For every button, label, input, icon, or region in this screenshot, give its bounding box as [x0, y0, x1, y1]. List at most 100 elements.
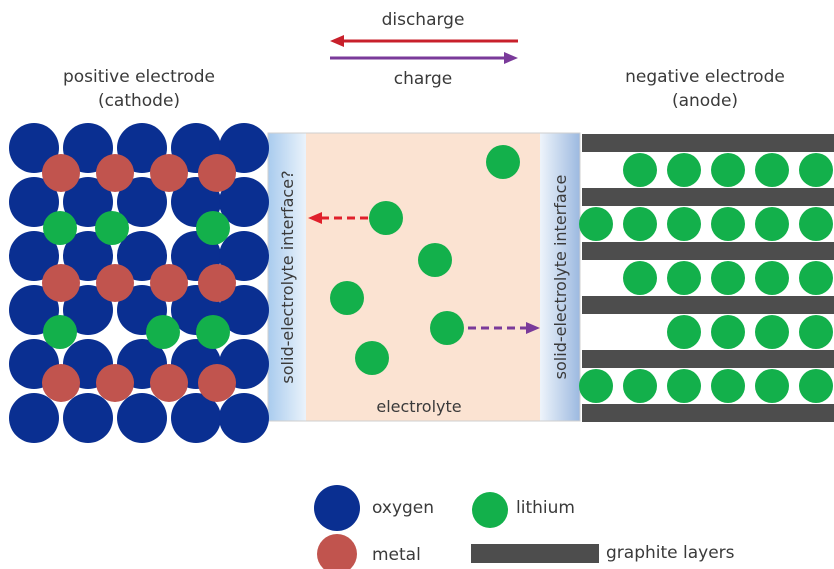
anode-title-line2: (anode) [671, 91, 739, 111]
electrolyte-lithium [355, 341, 389, 375]
metal-atom [150, 364, 188, 402]
legend-oxygen-label: oxygen [372, 498, 435, 518]
metal-atom [42, 364, 80, 402]
oxygen-atom [63, 393, 113, 443]
metal-atom [96, 264, 134, 302]
charge-migration-arrowhead [526, 322, 540, 334]
intercalated-lithium [799, 261, 833, 295]
intercalated-lithium [711, 315, 745, 349]
oxygen-atom [9, 393, 59, 443]
legend-oxygen-swatch [314, 485, 360, 531]
metal-atom [150, 264, 188, 302]
metal-atom [42, 264, 80, 302]
legend-metal-label: metal [372, 545, 421, 565]
intercalated-lithium [799, 153, 833, 187]
oxygen-atom [63, 123, 113, 173]
intercalated-lithium [579, 369, 613, 403]
electrolyte-label: electrolyte [376, 397, 462, 416]
intercalated-lithium [711, 369, 745, 403]
electrolyte-lithium [486, 145, 520, 179]
oxygen-atom [219, 285, 269, 335]
intercalated-lithium [711, 153, 745, 187]
graphite-layer [582, 404, 834, 422]
lithium-atom [196, 315, 230, 349]
intercalated-lithium [623, 261, 657, 295]
intercalated-lithium [755, 153, 789, 187]
metal-atom [198, 154, 236, 192]
intercalated-lithium [711, 261, 745, 295]
metal-atom [150, 154, 188, 192]
lithium-atom [146, 315, 180, 349]
cathode-title-line1: positive electrode [62, 67, 216, 87]
intercalated-lithium [623, 153, 657, 187]
intercalated-lithium [799, 369, 833, 403]
intercalated-lithium [623, 369, 657, 403]
graphite-layer [582, 134, 834, 152]
metal-atom [42, 154, 80, 192]
intercalated-lithium [667, 207, 701, 241]
electrolyte-lithium [369, 201, 403, 235]
intercalated-lithium [667, 153, 701, 187]
oxygen-atom [117, 393, 167, 443]
intercalated-lithium [799, 315, 833, 349]
graphite-layer [582, 242, 834, 260]
oxygen-atom [117, 231, 167, 281]
discharge-arrowhead [330, 35, 344, 47]
electrolyte-lithium [330, 281, 364, 315]
right-interface-label: solid-electrolyte interface [551, 174, 570, 380]
electrolyte-lithium [418, 243, 452, 277]
graphite-layer [582, 296, 834, 314]
metal-atom [96, 364, 134, 402]
intercalated-lithium [755, 315, 789, 349]
oxygen-atom [63, 231, 113, 281]
oxygen-atom [117, 123, 167, 173]
oxygen-atom [219, 123, 269, 173]
metal-atom [96, 154, 134, 192]
charge-label: charge [393, 69, 453, 89]
anode-structure [579, 134, 834, 422]
oxygen-atom [117, 177, 167, 227]
graphite-layer [582, 350, 834, 368]
cathode-lattice [9, 123, 269, 443]
electrolyte-lithium [430, 311, 464, 345]
intercalated-lithium [667, 315, 701, 349]
intercalated-lithium [623, 207, 657, 241]
discharge-label: discharge [381, 10, 465, 30]
discharge-migration-arrowhead [308, 212, 322, 224]
right-interface [540, 133, 580, 421]
metal-atom [198, 264, 236, 302]
oxygen-atom [171, 393, 221, 443]
oxygen-atom [9, 177, 59, 227]
oxygen-atom [9, 231, 59, 281]
legend-lithium-swatch [472, 492, 508, 528]
oxygen-atom [9, 123, 59, 173]
left-interface [268, 133, 306, 421]
oxygen-atom [219, 393, 269, 443]
legend-graphite-label: graphite layers [606, 543, 735, 563]
legend-graphite-swatch [471, 544, 599, 563]
intercalated-lithium [755, 207, 789, 241]
left-interface-label: solid-electrolyte interface? [278, 170, 297, 384]
intercalated-lithium [755, 261, 789, 295]
intercalated-lithium [711, 207, 745, 241]
lithium-atom [196, 211, 230, 245]
intercalated-lithium [667, 261, 701, 295]
lithium-atom [43, 315, 77, 349]
oxygen-atom [219, 231, 269, 281]
oxygen-atom [219, 177, 269, 227]
intercalated-lithium [667, 369, 701, 403]
oxygen-atom [63, 285, 113, 335]
legend-lithium-label: lithium [516, 498, 575, 518]
anode-title-line1: negative electrode [625, 67, 785, 87]
cathode-title-line2: (cathode) [97, 91, 181, 111]
intercalated-lithium [755, 369, 789, 403]
charge-arrowhead [504, 52, 518, 64]
lithium-atom [43, 211, 77, 245]
graphite-layer [582, 188, 834, 206]
oxygen-atom [63, 177, 113, 227]
intercalated-lithium [579, 207, 613, 241]
legend-metal-swatch [317, 534, 357, 569]
electrolyte-region [304, 132, 544, 422]
metal-atom [198, 364, 236, 402]
